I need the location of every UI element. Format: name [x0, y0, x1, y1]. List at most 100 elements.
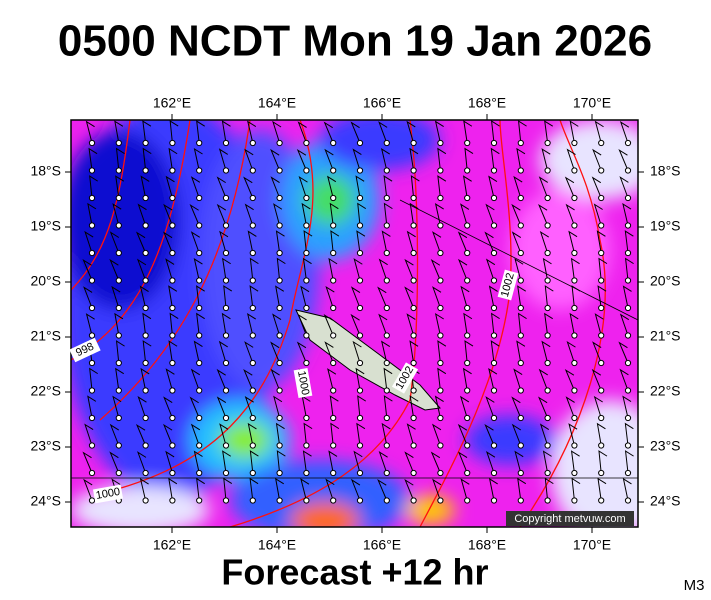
station	[490, 167, 498, 174]
station	[624, 359, 632, 367]
station	[276, 277, 283, 284]
wind-barb	[196, 312, 205, 336]
station	[222, 414, 230, 422]
wind-barb	[484, 423, 495, 446]
wind-barb	[275, 285, 285, 309]
wind-barb	[350, 121, 361, 144]
wind-barb	[460, 203, 470, 226]
map-field	[71, 120, 638, 527]
wind-barb	[542, 450, 552, 474]
wind-barb	[142, 340, 152, 364]
station	[303, 167, 310, 174]
station	[571, 414, 578, 422]
wind-barb	[82, 258, 93, 281]
wind-barb	[544, 312, 553, 336]
station	[544, 414, 551, 422]
wind-barb	[329, 395, 339, 419]
wind-barb	[273, 203, 283, 226]
wind-barb	[431, 423, 442, 446]
wind-barb	[381, 422, 391, 446]
wind-barb	[569, 120, 579, 144]
wind-barb	[596, 422, 606, 446]
station	[276, 414, 283, 422]
wind-barb	[168, 285, 178, 309]
wind-barb	[249, 257, 259, 281]
station	[437, 387, 444, 394]
isobars	[71, 120, 606, 527]
station	[464, 194, 471, 202]
station	[437, 304, 444, 312]
wind-barb	[353, 450, 363, 474]
station	[330, 167, 337, 174]
station	[88, 222, 96, 229]
wind-barb	[330, 230, 340, 254]
station	[303, 332, 310, 339]
station	[330, 497, 337, 504]
isobar-label: 1000	[295, 370, 311, 396]
station	[169, 359, 176, 367]
wind-barb	[485, 451, 496, 474]
wind-barb	[597, 477, 607, 501]
wind-barb	[541, 340, 551, 364]
wind-barb	[462, 367, 472, 391]
wind-barb	[297, 313, 307, 336]
station	[598, 469, 605, 477]
wind-barb	[437, 175, 447, 199]
wind-barb	[383, 395, 393, 419]
station	[544, 469, 551, 477]
station	[222, 442, 230, 449]
station	[437, 277, 444, 284]
station	[571, 497, 578, 504]
wind-barb	[85, 120, 95, 144]
station	[624, 194, 632, 202]
station	[490, 304, 498, 312]
wind-barb	[593, 203, 603, 226]
wind-barb	[140, 175, 150, 199]
wind-barb	[516, 340, 526, 364]
lon-label: 164°E	[258, 537, 296, 553]
station	[571, 469, 578, 477]
lat-label: 20°S	[30, 273, 61, 289]
station	[571, 222, 578, 229]
station	[169, 167, 176, 174]
station	[88, 249, 96, 257]
station	[142, 387, 149, 394]
wind-barb	[112, 395, 122, 419]
station	[88, 442, 96, 449]
station	[196, 387, 203, 394]
wind-barb	[409, 147, 419, 171]
wind-barb	[193, 257, 203, 281]
wind-barb	[380, 148, 390, 171]
wind-barb	[598, 257, 608, 281]
station	[383, 497, 390, 504]
station	[142, 469, 149, 477]
station	[222, 139, 230, 147]
station	[598, 442, 605, 449]
wind-barb	[378, 121, 388, 144]
station	[598, 387, 605, 394]
station	[544, 194, 551, 202]
station	[249, 414, 256, 422]
wind-barb	[137, 203, 147, 226]
wind-barb	[83, 286, 93, 309]
station	[517, 167, 524, 174]
wind-barb	[541, 148, 551, 171]
wind-barb	[247, 230, 257, 254]
wind-barb	[594, 313, 604, 336]
station	[115, 304, 122, 312]
wind-barb	[114, 120, 124, 144]
wind-barb	[624, 422, 634, 446]
wind-barb	[219, 230, 229, 254]
wind-barb	[622, 477, 632, 501]
wind-barb	[275, 422, 285, 446]
wind-barb	[247, 422, 257, 446]
wind-barb	[434, 120, 444, 144]
station	[330, 332, 337, 339]
wind-barb	[618, 341, 629, 364]
wind-barb	[404, 451, 415, 474]
station	[88, 194, 96, 202]
wind-barb	[355, 175, 365, 199]
wind-barb	[511, 423, 522, 446]
station	[88, 469, 96, 477]
